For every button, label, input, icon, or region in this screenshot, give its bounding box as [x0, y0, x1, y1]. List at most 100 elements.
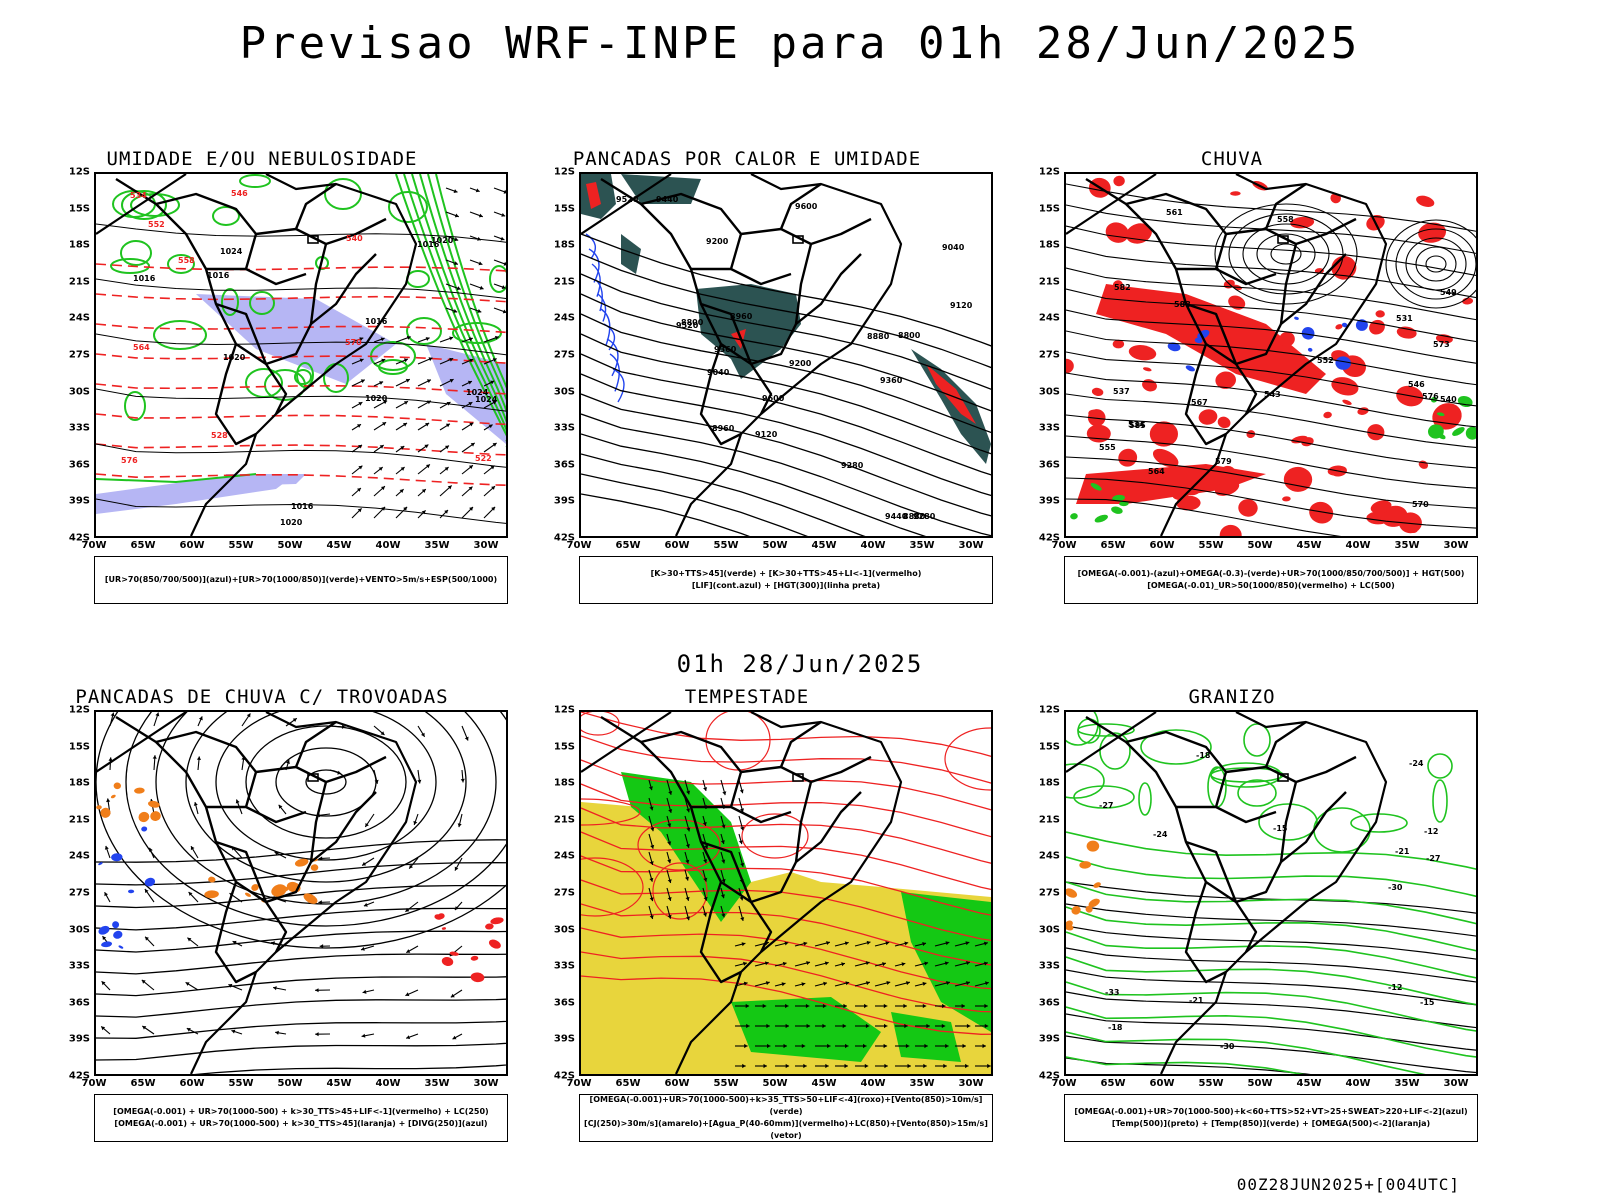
- legend-text: [LIF](cont.azul) + [HGT(300)](linha pret…: [691, 581, 881, 590]
- contour-label: 528: [211, 431, 228, 440]
- contour-label: 546: [231, 189, 248, 198]
- lat-tick-label: 33S: [1038, 422, 1060, 434]
- contour-label: -30: [1388, 883, 1403, 892]
- lat-tick-label: 24S: [68, 850, 90, 862]
- contour-label: -33: [1105, 988, 1119, 997]
- lon-tick-label: 55W: [1198, 1078, 1224, 1089]
- lat-tick-label: 24S: [1038, 850, 1060, 862]
- lon-tick-label: 45W: [326, 540, 352, 551]
- lon-tick-label: 40W: [375, 540, 401, 551]
- forecast-map: -12 -12 -15 -15 -18 -18 -21 -21 -24 -24 -27 -27 -30 -…: [1064, 710, 1478, 1076]
- lon-tick-label: 55W: [713, 1078, 739, 1089]
- contour-label: 1024: [466, 388, 489, 397]
- legend-box: [OMEGA(-0.001)+UR>70(1000-500)+k<60+TTS>…: [1064, 1094, 1478, 1142]
- lat-tick-label: 27S: [68, 349, 90, 361]
- lat-tick-label: 12S: [1038, 704, 1060, 716]
- latitude-labels: 12S 15S 18S 21S 24S 27S 30S 33S 36S 39S 42S: [541, 705, 577, 1082]
- lon-tick-label: 40W: [1345, 1078, 1371, 1089]
- contour-label: -12: [1424, 827, 1438, 836]
- lat-tick-label: 33S: [68, 960, 90, 972]
- lat-tick-label: 24S: [553, 850, 575, 862]
- contour-label: 534: [130, 191, 147, 200]
- panel-pancadas-calor: PANCADAS POR CALOR E UMIDADE 12S 15S 18S 21S…: [507, 148, 993, 648]
- forecast-map: [579, 710, 993, 1076]
- lon-tick-label: 60W: [664, 1078, 690, 1089]
- lon-tick-label: 30W: [958, 540, 984, 551]
- lon-tick-label: 45W: [326, 1078, 352, 1089]
- lat-tick-label: 21S: [68, 814, 90, 826]
- map-canvas: 1016 101610161016101610201020102010201024…: [96, 174, 506, 536]
- contour-label: 1024: [475, 395, 498, 404]
- lat-tick-label: 15S: [553, 741, 575, 753]
- lat-tick-label: 24S: [1038, 312, 1060, 324]
- lat-tick-label: 39S: [553, 495, 575, 507]
- lon-tick-label: 70W: [81, 1078, 107, 1089]
- lat-tick-label: 39S: [68, 495, 90, 507]
- contour-label: 8880: [903, 512, 926, 521]
- lat-tick-label: 21S: [553, 276, 575, 288]
- lon-tick-label: 70W: [1051, 540, 1077, 551]
- lat-tick-label: 18S: [553, 239, 575, 251]
- map-canvas: 9600 9520 9440 9360 9280 9200 9120 9040 8960 8880…: [581, 174, 991, 536]
- map-canvas: [581, 712, 991, 1074]
- contour-label: 8800: [681, 318, 704, 327]
- contour-label: 9600: [795, 202, 818, 211]
- lon-tick-label: 70W: [566, 1078, 592, 1089]
- lon-tick-label: 40W: [860, 540, 886, 551]
- contour-label: -24: [1409, 759, 1424, 768]
- contour-label: -27: [1099, 801, 1113, 810]
- panel-tempestade: TEMPESTADE 12S 15S 18S 21S 24S 27S 30S 33S 36S 39S…: [507, 686, 993, 1186]
- map-canvas: 588 585 582 579 576 573 570 567 564 561 558 555 552 5…: [1066, 174, 1476, 536]
- contour-label: 9280: [841, 461, 864, 470]
- lon-tick-label: 40W: [375, 1078, 401, 1089]
- contour-label: 522: [475, 454, 492, 463]
- forecast-map: 588 585 582 579 576 573 570 567 564 561 558 555 552 5…: [1064, 172, 1478, 538]
- panel-title: CHUVA: [1200, 148, 1264, 170]
- contour-label: 1016: [417, 240, 440, 249]
- lat-tick-label: 42S: [68, 1070, 90, 1082]
- contour-label: 588: [1174, 300, 1191, 309]
- lon-tick-label: 50W: [762, 540, 788, 551]
- lat-tick-label: 39S: [1038, 495, 1060, 507]
- lat-tick-label: 27S: [1038, 349, 1060, 361]
- contour-label: 573: [1433, 340, 1450, 349]
- contour-label: -24: [1153, 830, 1168, 839]
- lat-tick-label: 15S: [68, 203, 90, 215]
- lat-tick-label: 21S: [1038, 276, 1060, 288]
- lon-tick-label: 60W: [179, 1078, 205, 1089]
- panel-title: PANCADAS DE CHUVA C/ TROVOADAS: [75, 686, 449, 708]
- lon-tick-label: 35W: [424, 1078, 450, 1089]
- lat-tick-label: 24S: [553, 312, 575, 324]
- legend-text: [OMEGA(-0.001)+UR>70(1000-500)+k>35_TTS>…: [589, 1095, 983, 1116]
- lat-tick-label: 30S: [68, 924, 90, 936]
- lat-tick-label: 27S: [1038, 887, 1060, 899]
- contour-label: 1020: [280, 518, 303, 527]
- contour-label: 8800: [898, 331, 921, 340]
- lat-tick-label: 21S: [553, 814, 575, 826]
- legend-text: [CJ(250)>30m/s](amarelo)+[Agua_P(40-60mm…: [584, 1119, 988, 1140]
- lat-tick-label: 27S: [68, 887, 90, 899]
- lat-tick-label: 18S: [68, 239, 90, 251]
- lat-tick-label: 42S: [553, 1070, 575, 1082]
- contour-label: 9520: [676, 321, 699, 330]
- longitude-labels: 70W 65W 60W 55W 50W 45W 40W 35W 30W: [1052, 1078, 1478, 1090]
- contour-label: 585: [1129, 421, 1146, 430]
- contour-label: 567: [1191, 398, 1208, 407]
- contour-label: 531: [1396, 314, 1413, 323]
- lon-tick-label: 35W: [1394, 1078, 1420, 1089]
- legend-box: [UR>70(850/700/500)](azul)+[UR>70(1000/8…: [94, 556, 508, 604]
- contour-label: 540: [346, 234, 363, 243]
- lat-tick-label: 15S: [1038, 203, 1060, 215]
- latitude-labels: 12S 15S 18S 21S 24S 27S 30S 33S 36S 39S 42S: [56, 167, 92, 544]
- lon-tick-label: 65W: [130, 540, 156, 551]
- contour-label: 582: [1114, 283, 1131, 292]
- lon-tick-label: 45W: [1296, 540, 1322, 551]
- lon-tick-label: 65W: [615, 1078, 641, 1089]
- contour-label: 1020: [223, 353, 246, 362]
- legend-text: [OMEGA(-0.001)-(azul)+OMEGA(-0.3)-(verde…: [1077, 569, 1465, 578]
- lat-tick-label: 27S: [553, 349, 575, 361]
- legend-box: [OMEGA(-0.001) + UR>70(1000-500) + k>30_…: [94, 1094, 508, 1142]
- contour-label: 8960: [712, 424, 735, 433]
- contour-label: 558: [1277, 215, 1294, 224]
- contour-label: 9360: [714, 345, 737, 354]
